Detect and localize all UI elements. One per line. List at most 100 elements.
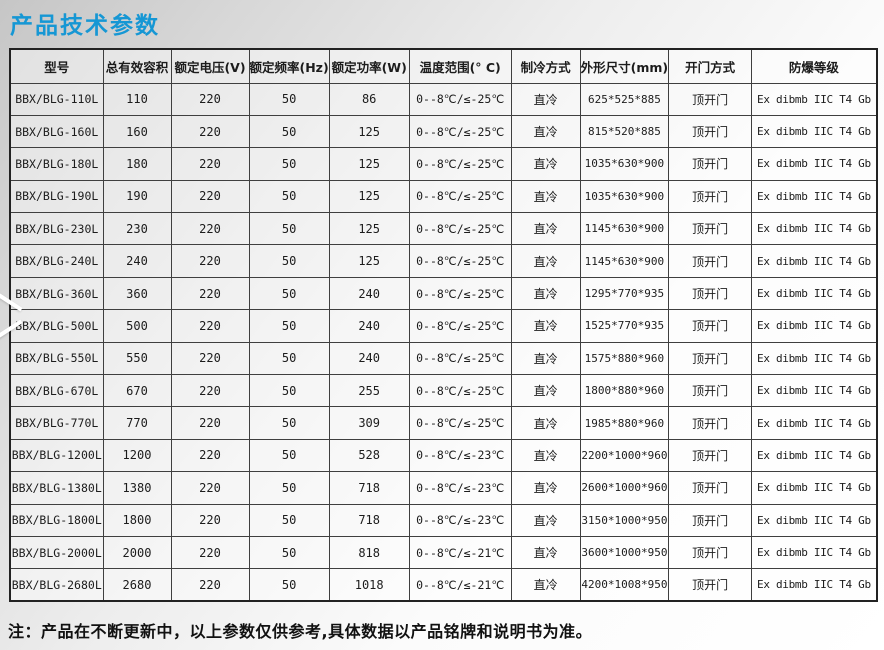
table-cell: 0--8℃/≤-25℃	[408, 374, 512, 408]
table-row: BBX/BLG-500L 500 220 50 240 0--8℃/≤-25℃ 直冷 1525…	[9, 309, 878, 343]
table-cell: 顶开门	[668, 82, 753, 116]
table-cell: 50	[248, 309, 330, 343]
table-cell: 1985*880*960	[579, 406, 670, 440]
table-row: BBX/BLG-240L 240 220 50 125 0--8℃/≤-25℃ 直冷 1145…	[9, 244, 878, 278]
table-cell: 86	[328, 82, 410, 116]
table-cell: 125	[328, 212, 410, 246]
table-cell: 2600*1000*960	[579, 471, 670, 505]
table-cell: Ex dibmb IIC T4 Gb	[751, 114, 878, 149]
table-cell: 818	[328, 535, 410, 570]
table-cell: 110	[102, 82, 172, 116]
page-title: 产品技术参数	[10, 13, 160, 39]
table-cell: 220	[170, 309, 250, 343]
table-row: BBX/BLG-670L 670 220 50 255 0--8℃/≤-25℃ 直冷 1800…	[9, 374, 878, 408]
table-cell: 0--8℃/≤-25℃	[408, 114, 512, 149]
table-row: BBX/BLG-180L 180 220 50 125 0--8℃/≤-25℃ 直冷 1035…	[9, 147, 878, 181]
table-cell: 顶开门	[668, 503, 753, 537]
table-cell: 0--8℃/≤-25℃	[408, 406, 512, 440]
table-cell: 1035*630*900	[579, 147, 670, 181]
table-cell: 2680	[102, 568, 172, 602]
table-cell: Ex dibmb IIC T4 Gb	[751, 503, 878, 537]
table-cell: Ex dibmb IIC T4 Gb	[751, 438, 878, 473]
table-cell: 2200*1000*960	[579, 438, 670, 473]
table-cell: 顶开门	[668, 114, 753, 149]
table-cell: Ex dibmb IIC T4 Gb	[751, 535, 878, 570]
table-cell: BBX/BLG-1800L	[9, 503, 104, 537]
table-cell: 220	[170, 406, 250, 440]
table-cell: 顶开门	[668, 179, 753, 214]
table-cell: 0--8℃/≤-25℃	[408, 309, 512, 343]
table-cell: 50	[248, 179, 330, 214]
footnote: 注：产品在不断更新中，以上参数仅供参考,具体数据以产品铭牌和说明书为准。	[8, 622, 593, 641]
table-header-row: 型号 总有效容积 额定电压(V) 额定频率(Hz) 额定功率(W) 温度范围(° C) 制冷…	[9, 48, 878, 84]
table-cell: Ex dibmb IIC T4 Gb	[751, 212, 878, 246]
table-row: BBX/BLG-110L 110 220 50 86 0--8℃/≤-25℃ 直冷 625*5…	[9, 82, 878, 116]
table-cell: 顶开门	[668, 438, 753, 473]
table-cell: BBX/BLG-160L	[9, 114, 104, 149]
column-header: 外形尺寸(mm)	[579, 48, 670, 84]
table-cell: 直冷	[510, 568, 581, 602]
column-header: 制冷方式	[510, 48, 581, 84]
table-cell: BBX/BLG-670L	[9, 374, 104, 408]
table-cell: 220	[170, 341, 250, 376]
table-cell: 255	[328, 374, 410, 408]
table-cell: 0--8℃/≤-25℃	[408, 276, 512, 311]
table-cell: 550	[102, 341, 172, 376]
table-cell: 220	[170, 244, 250, 278]
table-cell: Ex dibmb IIC T4 Gb	[751, 147, 878, 181]
table-cell: 50	[248, 212, 330, 246]
table-cell: 190	[102, 179, 172, 214]
column-header: 额定功率(W)	[328, 48, 410, 84]
table-cell: 220	[170, 438, 250, 473]
table-cell: 0--8℃/≤-21℃	[408, 568, 512, 602]
table-cell: 1145*630*900	[579, 212, 670, 246]
table-cell: 1295*770*935	[579, 276, 670, 311]
table-cell: 直冷	[510, 341, 581, 376]
table-cell: Ex dibmb IIC T4 Gb	[751, 309, 878, 343]
table-cell: 50	[248, 471, 330, 505]
table-cell: 220	[170, 471, 250, 505]
table-cell: BBX/BLG-190L	[9, 179, 104, 214]
table-cell: 0--8℃/≤-25℃	[408, 82, 512, 116]
table-cell: 顶开门	[668, 244, 753, 278]
table-cell: 顶开门	[668, 309, 753, 343]
column-header: 开门方式	[668, 48, 753, 84]
table-cell: BBX/BLG-240L	[9, 244, 104, 278]
table-cell: 125	[328, 147, 410, 181]
table-cell: 顶开门	[668, 535, 753, 570]
table-cell: 718	[328, 471, 410, 505]
table-cell: 1380	[102, 471, 172, 505]
table-cell: 1800	[102, 503, 172, 537]
table-cell: 顶开门	[668, 406, 753, 440]
table-cell: 1200	[102, 438, 172, 473]
product-spec-table: 型号 总有效容积 额定电压(V) 额定频率(Hz) 额定功率(W) 温度范围(° C) 制冷…	[9, 48, 878, 603]
table-cell: 50	[248, 276, 330, 311]
table-cell: 220	[170, 82, 250, 116]
table-cell: 0--8℃/≤-23℃	[408, 471, 512, 505]
table-cell: 直冷	[510, 406, 581, 440]
table-cell: 815*520*885	[579, 114, 670, 149]
table-cell: 220	[170, 374, 250, 408]
table-cell: 直冷	[510, 244, 581, 278]
table-cell: 直冷	[510, 114, 581, 149]
table-cell: Ex dibmb IIC T4 Gb	[751, 82, 878, 116]
table-cell: 220	[170, 276, 250, 311]
table-cell: 0--8℃/≤-25℃	[408, 244, 512, 278]
table-row: BBX/BLG-190L 190 220 50 125 0--8℃/≤-25℃ 直冷 1035…	[9, 179, 878, 214]
table-cell: 直冷	[510, 147, 581, 181]
table-cell: Ex dibmb IIC T4 Gb	[751, 179, 878, 214]
table-cell: Ex dibmb IIC T4 Gb	[751, 471, 878, 505]
table-cell: 0--8℃/≤-21℃	[408, 535, 512, 570]
table-cell: 220	[170, 568, 250, 602]
table-cell: 1018	[328, 568, 410, 602]
table-cell: 0--8℃/≤-25℃	[408, 212, 512, 246]
table-cell: BBX/BLG-770L	[9, 406, 104, 440]
table-cell: 360	[102, 276, 172, 311]
table-cell: 50	[248, 114, 330, 149]
table-cell: Ex dibmb IIC T4 Gb	[751, 406, 878, 440]
table-cell: 4200*1008*950	[579, 568, 670, 602]
table-row: BBX/BLG-770L 770 220 50 309 0--8℃/≤-25℃ 直冷 1985…	[9, 406, 878, 440]
table-cell: BBX/BLG-2000L	[9, 535, 104, 570]
table-cell: BBX/BLG-360L	[9, 276, 104, 311]
table-cell: Ex dibmb IIC T4 Gb	[751, 244, 878, 278]
